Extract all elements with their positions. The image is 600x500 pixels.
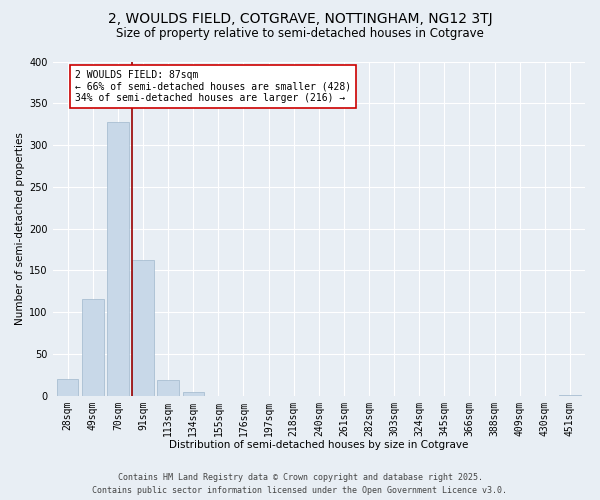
Text: 2 WOULDS FIELD: 87sqm
← 66% of semi-detached houses are smaller (428)
34% of sem: 2 WOULDS FIELD: 87sqm ← 66% of semi-deta… — [75, 70, 352, 103]
Text: 2, WOULDS FIELD, COTGRAVE, NOTTINGHAM, NG12 3TJ: 2, WOULDS FIELD, COTGRAVE, NOTTINGHAM, N… — [107, 12, 493, 26]
Bar — [133, 260, 154, 396]
Bar — [107, 122, 128, 396]
Y-axis label: Number of semi-detached properties: Number of semi-detached properties — [15, 132, 25, 325]
Bar — [57, 379, 79, 396]
Bar — [559, 395, 581, 396]
X-axis label: Distribution of semi-detached houses by size in Cotgrave: Distribution of semi-detached houses by … — [169, 440, 469, 450]
Text: Size of property relative to semi-detached houses in Cotgrave: Size of property relative to semi-detach… — [116, 28, 484, 40]
Bar — [157, 380, 179, 396]
Bar — [182, 392, 204, 396]
Text: Contains HM Land Registry data © Crown copyright and database right 2025.
Contai: Contains HM Land Registry data © Crown c… — [92, 474, 508, 495]
Bar — [82, 299, 104, 396]
